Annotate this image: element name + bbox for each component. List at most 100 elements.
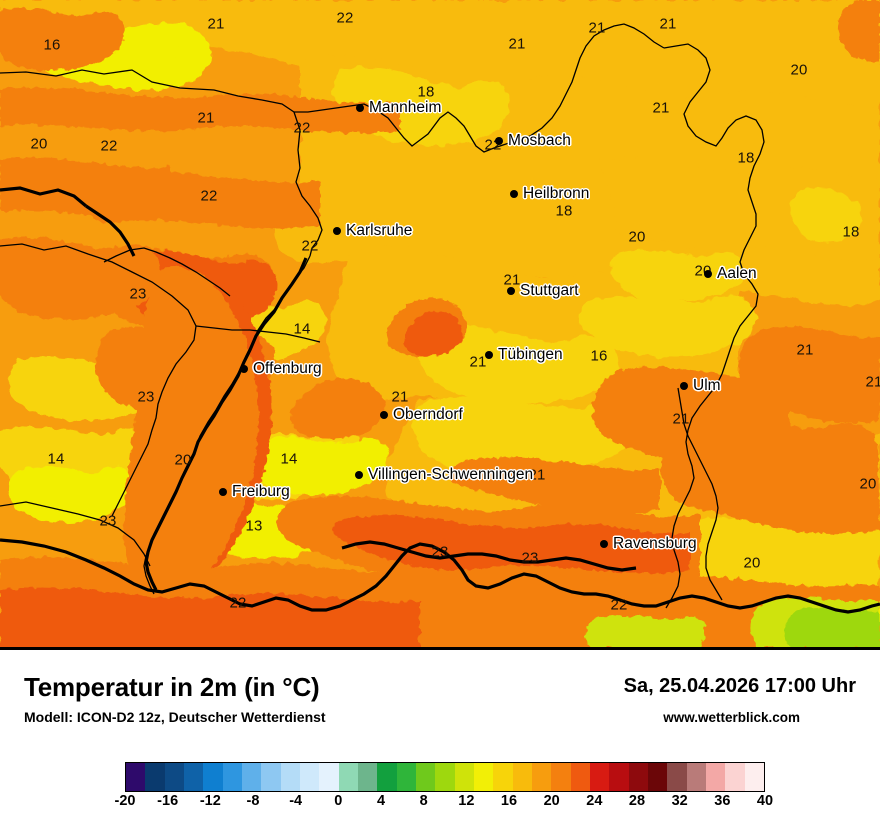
temperature-value: 20 bbox=[859, 475, 877, 493]
temperature-value: 14 bbox=[280, 450, 298, 468]
temperature-value: 21 bbox=[796, 341, 814, 359]
colorbar-tick: 32 bbox=[671, 793, 688, 809]
colorbar-tick: 40 bbox=[756, 793, 774, 809]
city-label: Offenburg bbox=[253, 360, 322, 377]
website-label: www.wetterblick.com bbox=[663, 710, 800, 725]
temperature-value: 18 bbox=[842, 223, 860, 241]
temperature-value: 20 bbox=[174, 451, 192, 469]
colorbar-swatch bbox=[667, 763, 687, 791]
temperature-value: 20 bbox=[628, 228, 646, 246]
city-marker[interactable]: Oberndorf bbox=[380, 406, 463, 424]
temperature-value: 16 bbox=[43, 36, 61, 54]
colorbar-swatch bbox=[164, 763, 184, 791]
colorbar-tick: 4 bbox=[376, 793, 386, 809]
city-marker[interactable]: Offenburg bbox=[240, 360, 322, 378]
colorbar-tick: 16 bbox=[500, 793, 518, 809]
temperature-value: 21 bbox=[197, 109, 215, 127]
colorbar-swatch bbox=[493, 763, 513, 791]
colorbar-tick: 8 bbox=[419, 793, 428, 809]
colorbar-swatch bbox=[686, 763, 706, 791]
city-marker[interactable]: Villingen-Schwenningen bbox=[355, 466, 533, 484]
city-label: Stuttgart bbox=[520, 282, 579, 299]
colorbar-swatch bbox=[415, 763, 436, 791]
temperature-value: 21 bbox=[672, 410, 690, 428]
city-dot-icon bbox=[355, 471, 363, 479]
colorbar-swatches bbox=[125, 762, 765, 792]
temperature-map[interactable]: 16 21 22 21 21 21 20 20 22 21 22 18 22 21 18 22 18 20 18 22… bbox=[0, 0, 880, 650]
colorbar-swatch bbox=[319, 763, 339, 791]
city-label: Karlsruhe bbox=[346, 222, 413, 239]
city-dot-icon bbox=[704, 270, 712, 278]
colorbar-swatch bbox=[280, 763, 300, 791]
temperature-value: 22 bbox=[301, 237, 319, 255]
city-marker[interactable]: Stuttgart bbox=[507, 282, 579, 300]
colorbar-swatch bbox=[241, 763, 262, 791]
colorbar-swatch bbox=[396, 763, 416, 791]
colorbar-tick: -8 bbox=[246, 793, 260, 809]
temperature-value: 22 bbox=[336, 9, 354, 27]
city-label: Freiburg bbox=[232, 483, 290, 500]
city-dot-icon bbox=[680, 382, 688, 390]
city-marker[interactable]: Tübingen bbox=[485, 346, 563, 364]
colorbar-swatch bbox=[609, 763, 629, 791]
city-marker[interactable]: Ravensburg bbox=[600, 535, 697, 553]
temperature-value: 18 bbox=[737, 149, 755, 167]
colorbar-tick: -12 bbox=[199, 793, 221, 809]
temperature-value: 18 bbox=[417, 83, 435, 101]
temperature-value: 23 bbox=[99, 512, 117, 530]
temperature-value: 22 bbox=[610, 596, 628, 614]
colorbar-swatch bbox=[183, 763, 204, 791]
temperature-value: 22 bbox=[293, 119, 311, 137]
colorbar-tick: -4 bbox=[289, 793, 303, 809]
colorbar-swatch bbox=[299, 763, 320, 791]
colorbar-swatch bbox=[377, 763, 397, 791]
colorbar-swatch bbox=[725, 763, 745, 791]
city-label: Ravensburg bbox=[613, 535, 697, 552]
city-marker[interactable]: Freiburg bbox=[219, 483, 290, 501]
colorbar-swatch bbox=[628, 763, 648, 791]
city-dot-icon bbox=[380, 411, 388, 419]
city-dot-icon bbox=[333, 227, 341, 235]
colorbar-swatch bbox=[551, 763, 571, 791]
city-dot-icon bbox=[510, 190, 518, 198]
temperature-value: 21 bbox=[469, 353, 487, 371]
city-dot-icon bbox=[507, 287, 515, 295]
city-label: Tübingen bbox=[498, 346, 563, 363]
city-label: Oberndorf bbox=[393, 406, 463, 423]
temperature-value: 21 bbox=[865, 373, 880, 391]
city-label: Villingen-Schwenningen bbox=[368, 466, 534, 483]
temperature-value: 23 bbox=[431, 543, 449, 561]
colorbar-swatch bbox=[473, 763, 494, 791]
city-marker[interactable]: Mosbach bbox=[495, 132, 571, 150]
colorbar-swatch bbox=[435, 763, 455, 791]
colorbar-swatch bbox=[454, 763, 474, 791]
colorbar-swatch bbox=[705, 763, 726, 791]
colorbar-tick: -16 bbox=[157, 793, 179, 809]
colorbar-swatch bbox=[145, 763, 165, 791]
city-dot-icon bbox=[600, 540, 608, 548]
temperature-value: 21 bbox=[391, 388, 409, 406]
city-dot-icon bbox=[219, 488, 227, 496]
city-marker[interactable]: Karlsruhe bbox=[333, 222, 412, 240]
city-marker[interactable]: Mannheim bbox=[356, 99, 441, 117]
city-marker[interactable]: Heilbronn bbox=[510, 185, 589, 203]
colorbar-swatch bbox=[338, 763, 358, 791]
temperature-value: 20 bbox=[30, 135, 48, 153]
colorbar-tick: 28 bbox=[628, 793, 646, 809]
colorbar-tick: 0 bbox=[334, 793, 343, 809]
colorbar-tick: 20 bbox=[543, 793, 560, 809]
temperature-value: 23 bbox=[521, 549, 539, 567]
colorbar-swatch bbox=[647, 763, 668, 791]
temperature-value: 20 bbox=[743, 554, 761, 572]
colorbar-swatch bbox=[222, 763, 242, 791]
temperature-value: 21 bbox=[659, 15, 677, 33]
temperature-value: 21 bbox=[588, 19, 606, 37]
colorbar-swatch bbox=[357, 763, 378, 791]
temperature-value: 18 bbox=[555, 202, 573, 220]
city-marker[interactable]: Aalen bbox=[704, 265, 757, 283]
temperature-value: 14 bbox=[47, 450, 65, 468]
city-dot-icon bbox=[495, 137, 503, 145]
temperature-field bbox=[0, 0, 880, 650]
city-marker[interactable]: Ulm bbox=[680, 377, 721, 395]
model-subtitle: Modell: ICON-D2 12z, Deutscher Wetterdie… bbox=[24, 709, 326, 725]
